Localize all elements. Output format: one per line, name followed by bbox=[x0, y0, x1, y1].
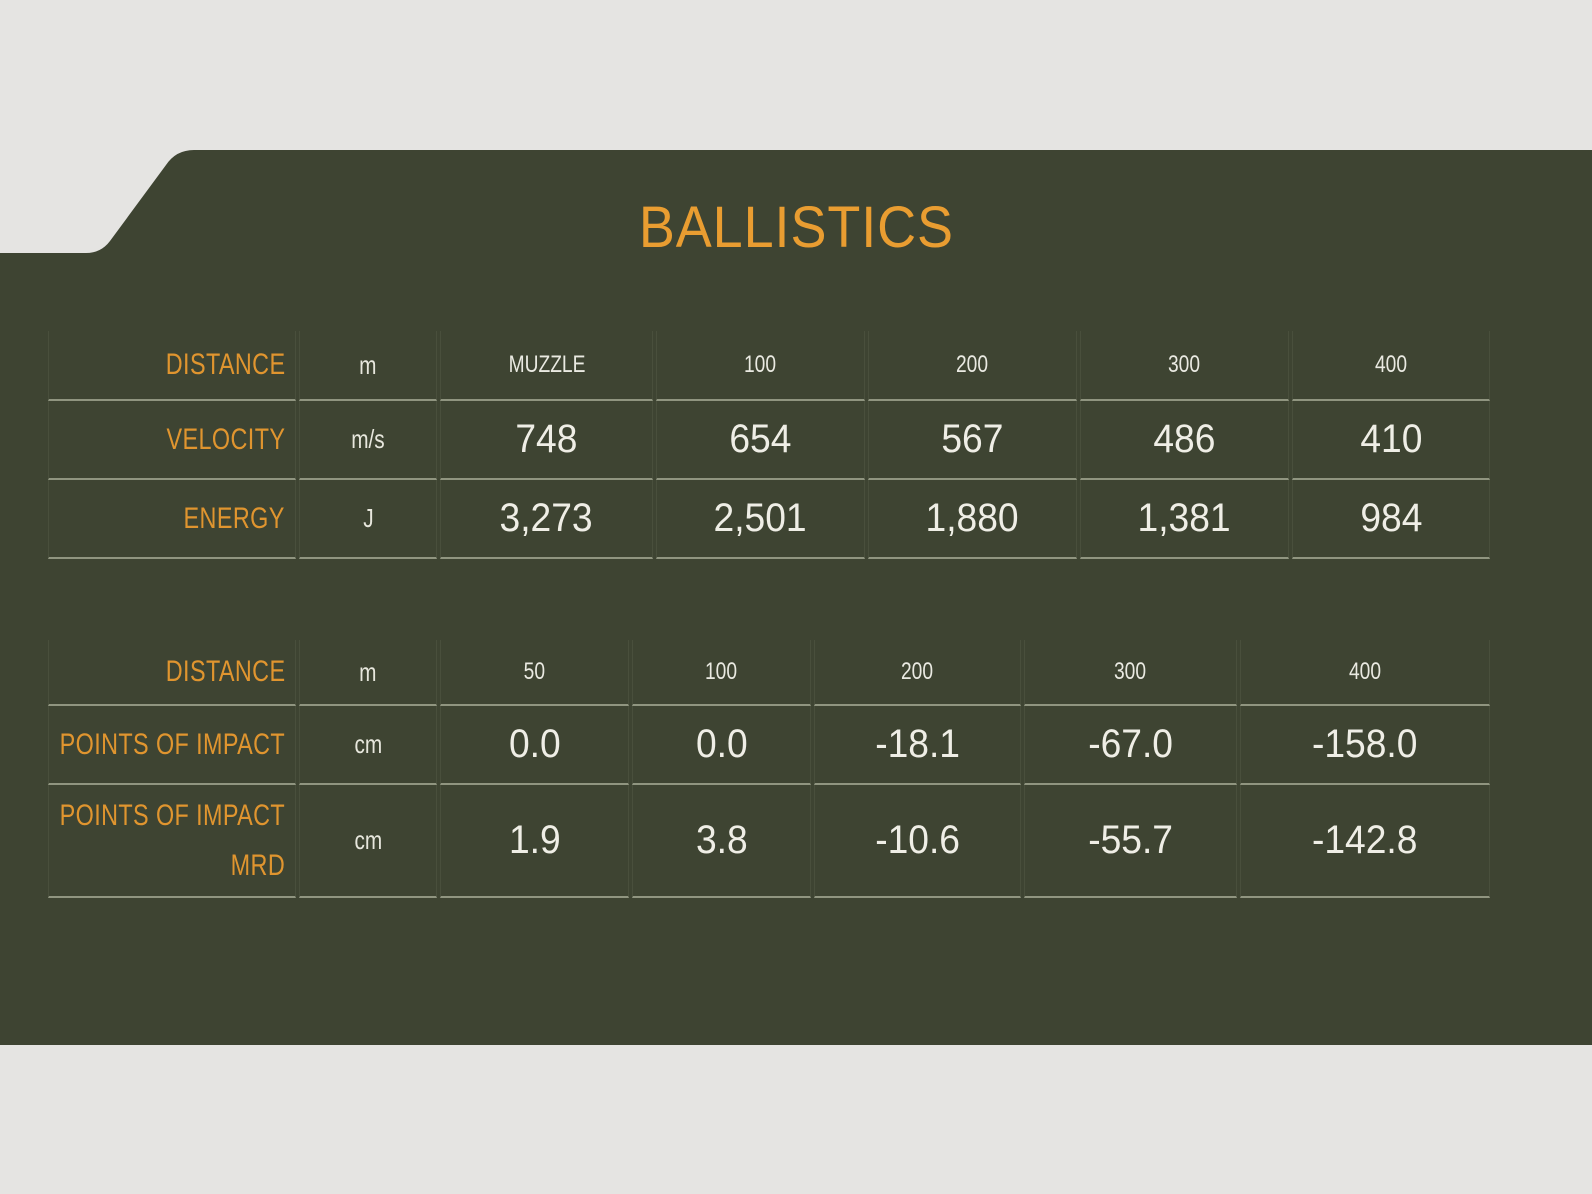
column-header: 200 bbox=[868, 331, 1077, 401]
unit-cell: J bbox=[299, 480, 437, 559]
value-cell: 1,381 bbox=[1080, 480, 1289, 559]
column-header: 400 bbox=[1292, 331, 1490, 401]
column-header: 50 bbox=[440, 640, 629, 706]
value-cell: 984 bbox=[1292, 480, 1490, 559]
row-label-velocity: VELOCITY bbox=[48, 401, 296, 480]
value-cell: -158.0 bbox=[1240, 706, 1490, 785]
value-cell: -18.1 bbox=[814, 706, 1021, 785]
value-cell: 654 bbox=[656, 401, 865, 480]
value-cell: 0.0 bbox=[440, 706, 629, 785]
value-cell: 2,501 bbox=[656, 480, 865, 559]
value-cell: -67.0 bbox=[1024, 706, 1237, 785]
value-cell: -142.8 bbox=[1240, 785, 1490, 898]
table-row-velocity: VELOCITY m/s 748 654 567 486 410 bbox=[48, 401, 1490, 480]
unit-cell: cm bbox=[299, 785, 437, 898]
green-panel-shape bbox=[0, 150, 1592, 1045]
unit-cell: m/s bbox=[299, 401, 437, 480]
value-cell: 410 bbox=[1292, 401, 1490, 480]
ballistics-table-velocity-energy: DISTANCE m MUZZLE 100 200 300 400 VELOCI… bbox=[45, 331, 1493, 559]
value-cell: 3.8 bbox=[632, 785, 811, 898]
row-label-energy: ENERGY bbox=[48, 480, 296, 559]
row-label-points-of-impact: POINTS OF IMPACT bbox=[48, 706, 296, 785]
value-cell: 748 bbox=[440, 401, 653, 480]
column-header: MUZZLE bbox=[440, 331, 653, 401]
row-label-distance: DISTANCE bbox=[48, 640, 296, 706]
value-cell: 1.9 bbox=[440, 785, 629, 898]
value-cell: 3,273 bbox=[440, 480, 653, 559]
value-cell: -55.7 bbox=[1024, 785, 1237, 898]
value-cell: 0.0 bbox=[632, 706, 811, 785]
page-title: BALLISTICS bbox=[638, 195, 954, 260]
row-label-distance: DISTANCE bbox=[48, 331, 296, 401]
column-header: 200 bbox=[814, 640, 1021, 706]
unit-cell: m bbox=[299, 331, 437, 401]
column-header: 400 bbox=[1240, 640, 1490, 706]
value-cell: 567 bbox=[868, 401, 1077, 480]
column-header: 300 bbox=[1080, 331, 1289, 401]
table-row-energy: ENERGY J 3,273 2,501 1,880 1,381 984 bbox=[48, 480, 1490, 559]
value-cell: -10.6 bbox=[814, 785, 1021, 898]
column-header: 300 bbox=[1024, 640, 1237, 706]
value-cell: 1,880 bbox=[868, 480, 1077, 559]
column-header: 100 bbox=[632, 640, 811, 706]
row-label-points-of-impact-mrd: POINTS OF IMPACT MRD bbox=[48, 785, 296, 898]
table2-header-row: DISTANCE m 50 100 200 300 400 bbox=[48, 640, 1490, 706]
table1-header-row: DISTANCE m MUZZLE 100 200 300 400 bbox=[48, 331, 1490, 401]
unit-cell: m bbox=[299, 640, 437, 706]
table-row-points-of-impact-mrd: POINTS OF IMPACT MRD cm 1.9 3.8 -10.6 -5… bbox=[48, 785, 1490, 898]
ballistics-table-points-of-impact: DISTANCE m 50 100 200 300 400 POINTS OF … bbox=[45, 640, 1493, 898]
column-header: 100 bbox=[656, 331, 865, 401]
table-row-points-of-impact: POINTS OF IMPACT cm 0.0 0.0 -18.1 -67.0 … bbox=[48, 706, 1490, 785]
value-cell: 486 bbox=[1080, 401, 1289, 480]
unit-cell: cm bbox=[299, 706, 437, 785]
